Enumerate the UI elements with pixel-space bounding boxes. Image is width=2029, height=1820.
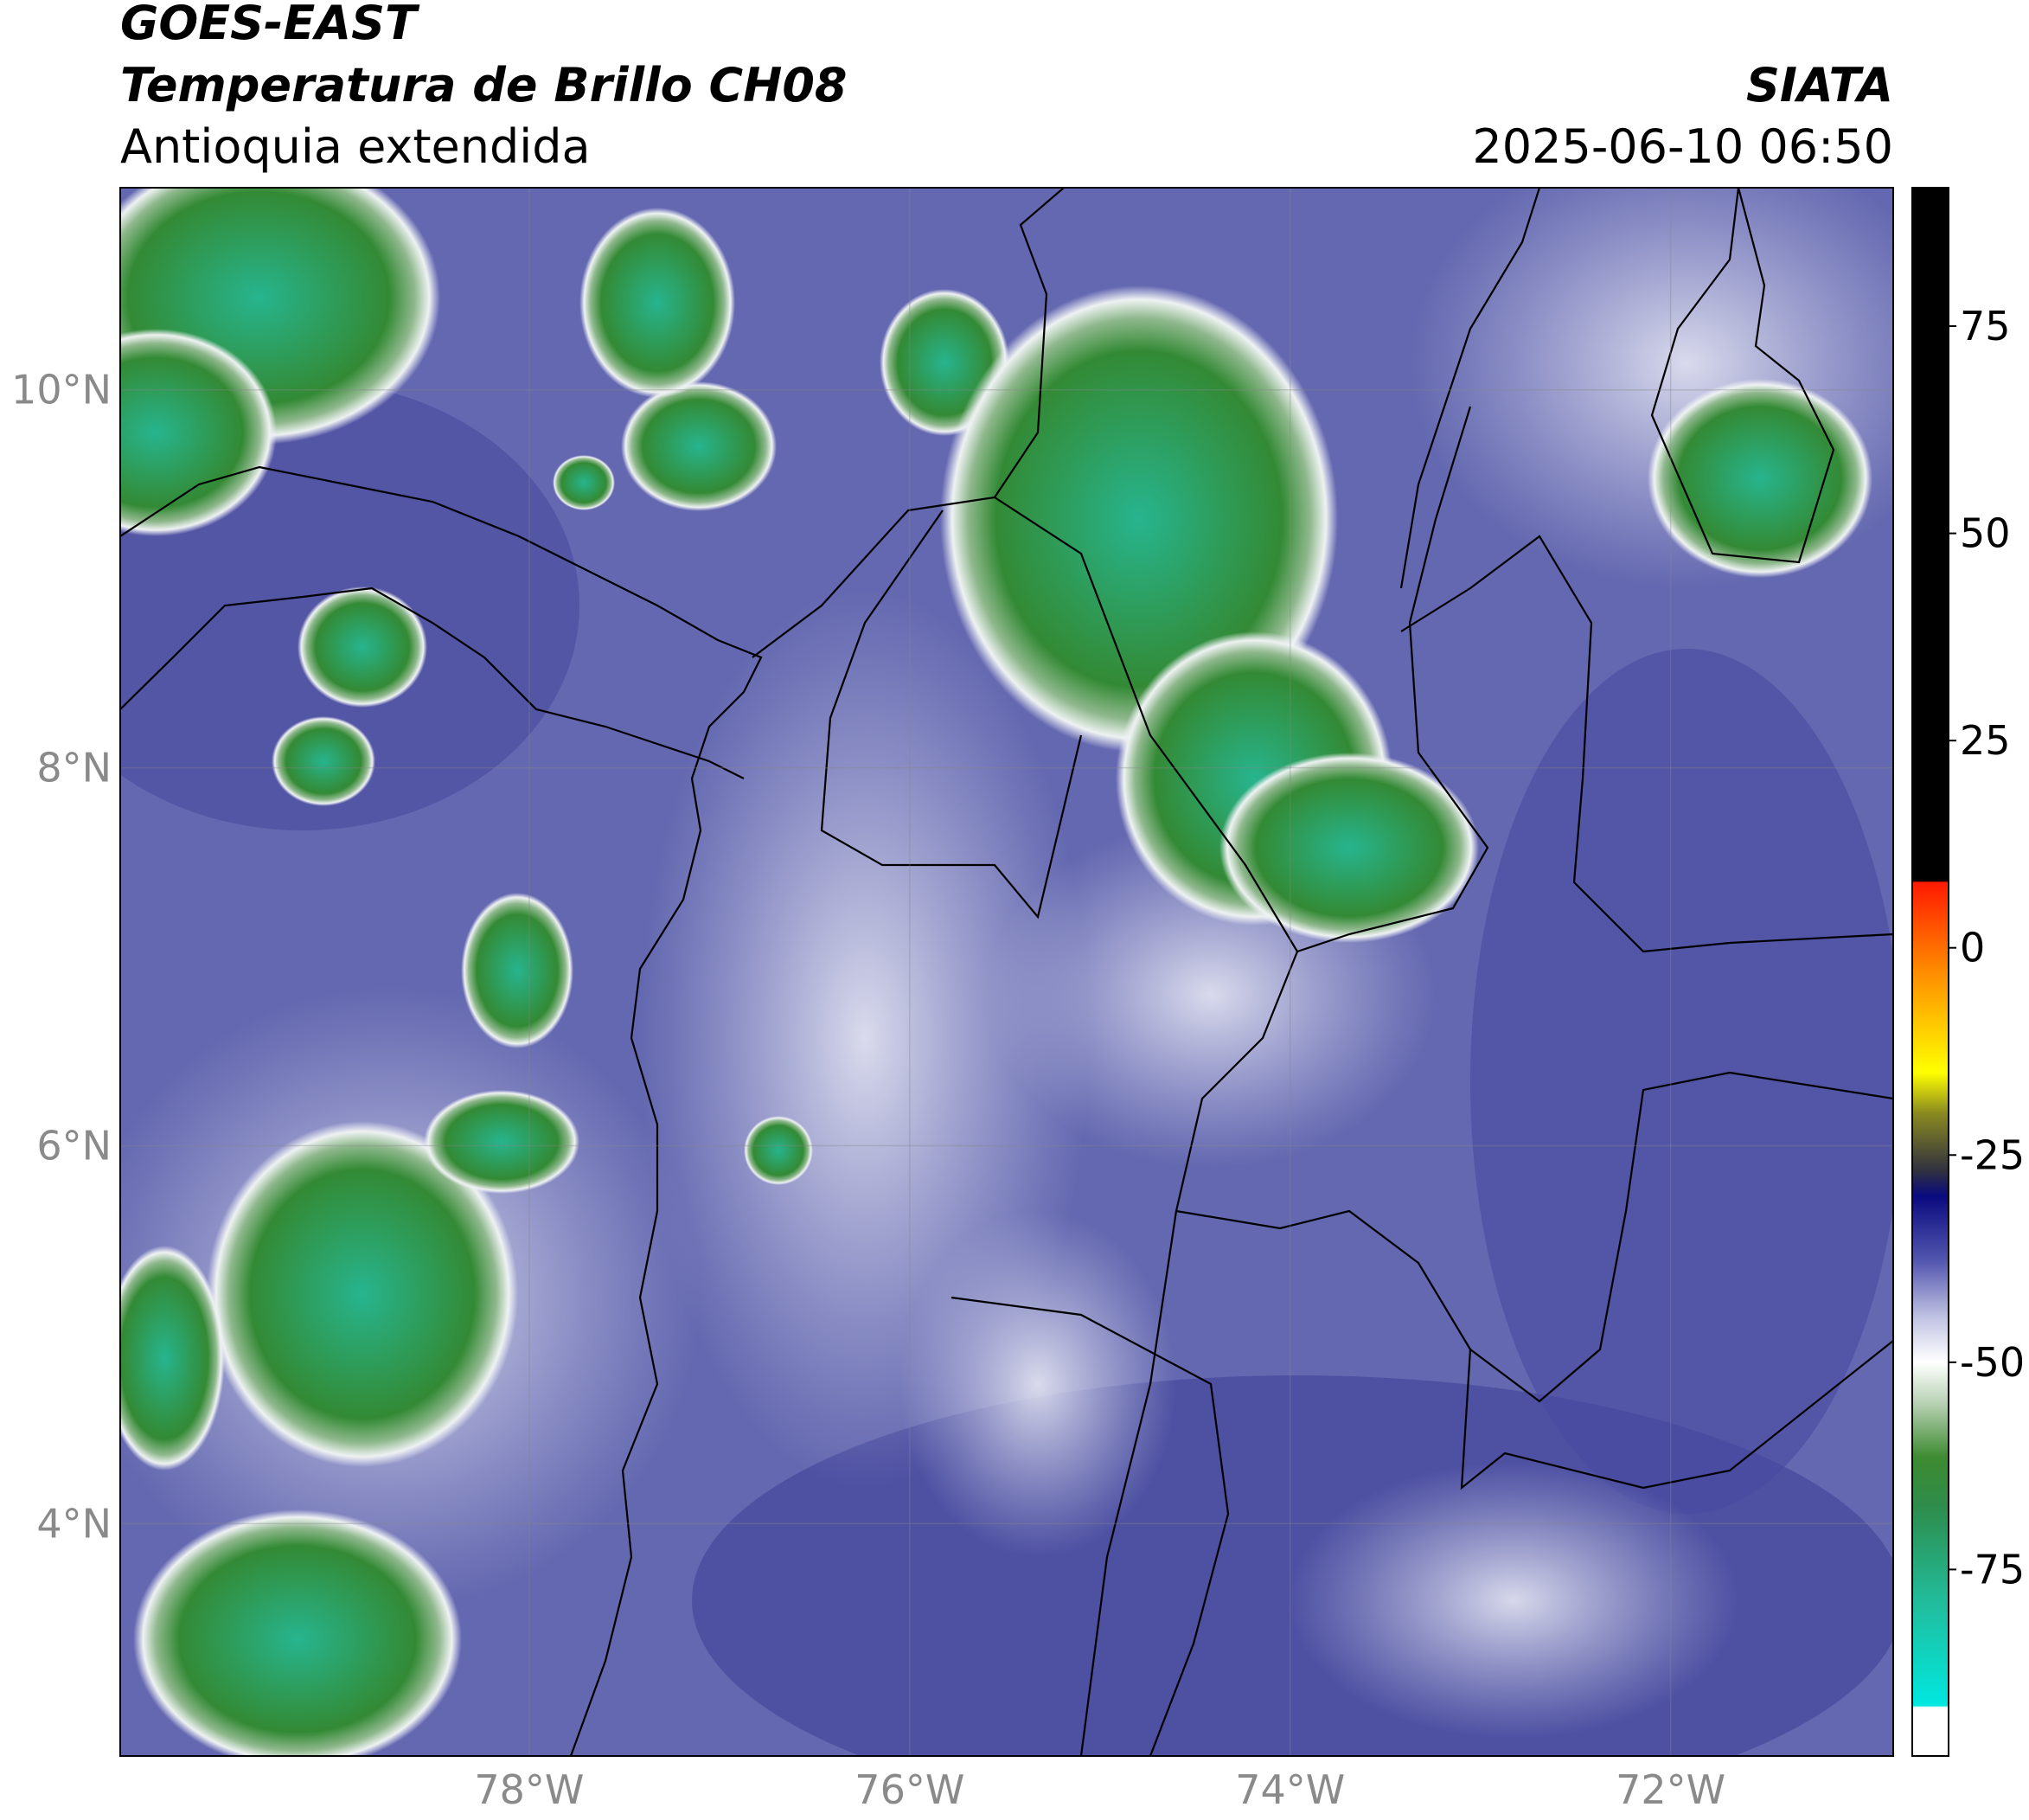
x-tick-label: 78°W (474, 1766, 584, 1813)
satellite-image (120, 188, 1893, 1756)
x-tick-label: 74°W (1235, 1766, 1345, 1813)
y-tick-label: 10°N (11, 367, 112, 413)
grid (120, 188, 1893, 1756)
colorbar-tick-label: -25 (1960, 1131, 2025, 1178)
datetime: 2025-06-10 06:50 (1472, 119, 1893, 174)
borders (120, 188, 1893, 1756)
region: Antioquia extendida (120, 119, 591, 174)
subtitle: Temperatura de Brillo CH08 (120, 58, 848, 112)
colorbar-tick-label: 50 (1960, 510, 2011, 557)
colorbar-tick-label: 25 (1960, 717, 2011, 764)
y-tick-label: 8°N (36, 745, 112, 791)
colorbar-tick-label: -50 (1960, 1339, 2025, 1386)
colorbar (1911, 187, 1949, 1757)
colorbar-tick-label: 0 (1960, 925, 1985, 971)
source: SIATA (1746, 58, 1893, 112)
colorbar-tick-label: 75 (1960, 303, 2011, 349)
y-tick-label: 4°N (36, 1500, 112, 1547)
x-tick-label: 72°W (1616, 1766, 1725, 1813)
title: GOES-EAST (120, 0, 420, 50)
x-tick-label: 76°W (854, 1766, 964, 1813)
map-frame (119, 187, 1894, 1757)
y-tick-label: 6°N (36, 1122, 112, 1169)
colorbar-tick-label: -75 (1960, 1546, 2025, 1592)
